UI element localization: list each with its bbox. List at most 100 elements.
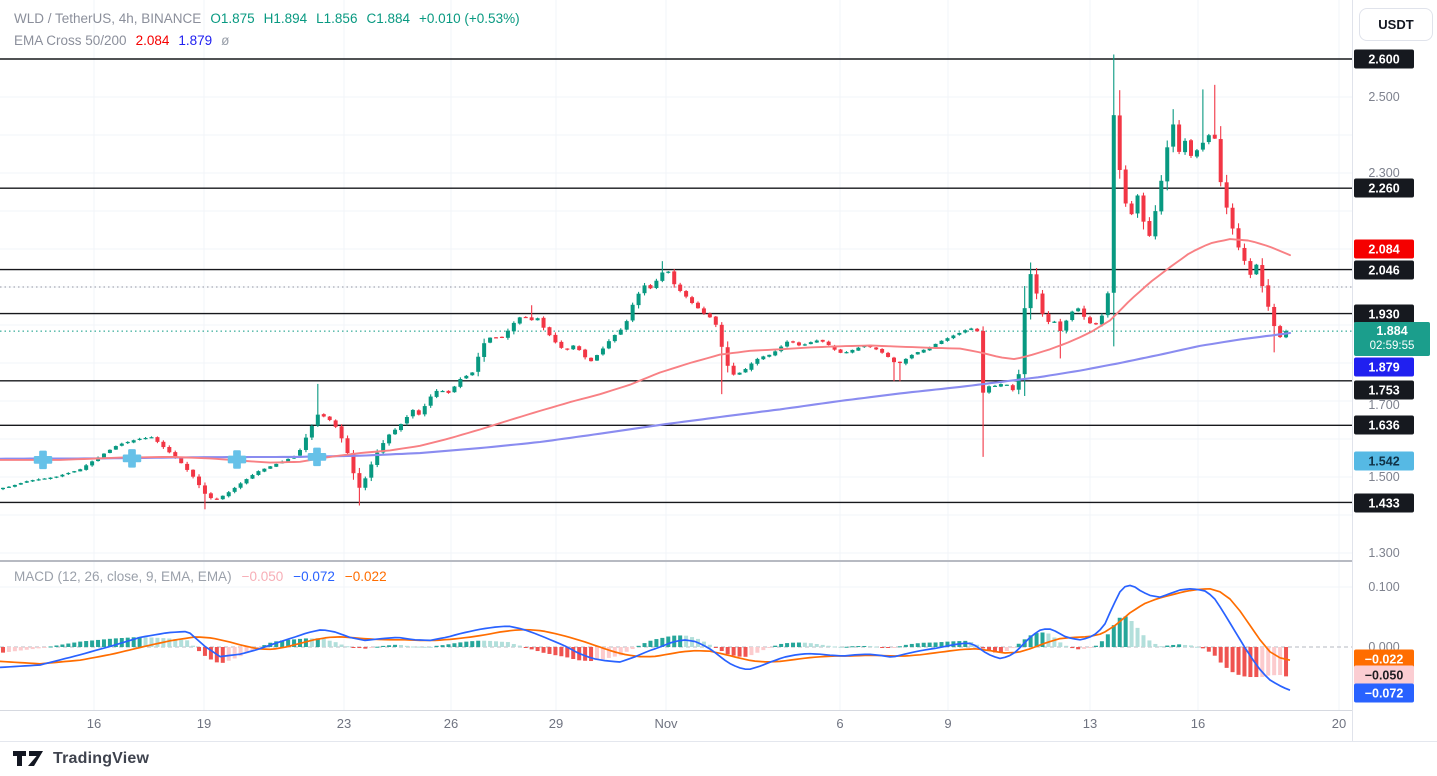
candle-body (363, 478, 368, 488)
macd-histogram-bar (707, 644, 712, 647)
price-axis-label--0.072: −0.072 (1354, 683, 1414, 703)
tradingview-brand-text: TradingView (53, 749, 150, 767)
candle-body (24, 481, 29, 483)
macd-histogram-bar (470, 641, 475, 647)
symbol-legend-row[interactable]: WLD / TetherUS, 4h, BINANCE O1.875 H1.89… (14, 8, 520, 30)
macd-histogram-bar (761, 647, 766, 651)
macd-histogram-bar (523, 647, 528, 648)
price-axis-label-1.753: 1.753 (1354, 380, 1414, 400)
macd-main-line[interactable] (0, 584, 1291, 691)
macd-histogram-bar (945, 641, 950, 647)
chart-canvas[interactable] (0, 0, 1352, 776)
ema-legend-row[interactable]: EMA Cross 50/200 2.084 1.879 ø (14, 30, 520, 52)
macd-histogram-bar (1016, 643, 1021, 647)
macd-histogram-bar (660, 637, 665, 647)
price-axis-label--0.022: −0.022 (1354, 649, 1414, 669)
candle-body (559, 341, 564, 348)
macd-histogram-bar (541, 647, 546, 653)
candle-body (583, 349, 588, 358)
price-axis-label--0.050: −0.050 (1354, 665, 1414, 685)
macd-legend-row[interactable]: MACD (12, 26, close, 9, EMA, EMA) −0.050… (14, 569, 387, 584)
macd-histogram-bar (1189, 645, 1193, 647)
tradingview-attribution[interactable]: TradingView (12, 749, 149, 768)
candle-body (719, 324, 724, 347)
macd-histogram-bar (309, 638, 314, 647)
macd-histogram-bar (559, 647, 564, 657)
macd-histogram-bar (499, 641, 504, 647)
macd-histogram-bar (1105, 634, 1110, 647)
macd-histogram-bar (351, 647, 356, 648)
macd-histogram-bar (773, 645, 778, 647)
price-axis-label-1.500: 1.500 (1368, 470, 1400, 484)
macd-histogram-bar (713, 647, 718, 648)
candle-body (54, 476, 59, 478)
ema50-line[interactable] (0, 238, 1291, 464)
macd-histogram-bar (137, 636, 142, 647)
candle-body (1123, 169, 1128, 204)
macd-histogram-bar (1010, 647, 1015, 649)
macd-histogram-bar (636, 645, 641, 647)
candle-body (197, 476, 202, 486)
candle-body (695, 302, 700, 309)
macd-histogram-bar (1082, 647, 1087, 649)
candle-body (1141, 195, 1146, 222)
candle-body (398, 424, 403, 431)
ema200-line[interactable] (0, 331, 1292, 460)
macd-histogram-bar (600, 647, 605, 660)
candle-body (541, 317, 546, 328)
time-axis-label-16: 16 (1190, 716, 1206, 731)
macd-histogram-bar (1194, 646, 1199, 648)
macd-histogram-bar (6, 647, 11, 652)
macd-histogram-bar (743, 647, 748, 657)
macd-histogram-bar (755, 647, 760, 653)
macd-histogram-bar (262, 645, 267, 647)
candle-body (185, 463, 190, 470)
candle-body (553, 334, 558, 343)
macd-histogram-bar (440, 645, 445, 647)
macd-histogram-bar (1076, 647, 1081, 650)
candle-body (149, 437, 154, 439)
candle-body (161, 441, 166, 448)
pane-separator[interactable] (0, 560, 1437, 562)
candle-body (262, 468, 267, 472)
macd-histogram-bar (690, 637, 695, 647)
candle-body (18, 483, 23, 485)
macd-histogram-bar (167, 638, 172, 647)
ema-cross-marker (307, 447, 327, 467)
macd-histogram-bar (220, 647, 225, 663)
candle-body (707, 313, 712, 318)
ohlc-close: C1.884 (366, 11, 410, 26)
macd-histogram-bar (939, 642, 944, 647)
macd-histogram-bar (511, 644, 516, 647)
macd-histogram-bar (476, 640, 481, 647)
time-axis[interactable]: 16 19 23 26 29 Nov 6 9 13 16 20 (0, 711, 1352, 741)
candle-body (743, 369, 748, 373)
candle-body (915, 352, 920, 355)
macd-indicator-title: MACD (12, 26, close, 9, EMA, EMA) (14, 569, 232, 584)
candle-body (987, 386, 992, 393)
candle-body (600, 348, 605, 355)
candle-body (1266, 285, 1271, 307)
macd-histogram-bar (1129, 621, 1134, 647)
candle-body (618, 329, 623, 335)
candle-body (529, 317, 534, 321)
candle-body (820, 339, 825, 342)
candle-body (678, 284, 683, 291)
price-axis-label-2.046: 2.046 (1354, 260, 1414, 280)
candle-body (226, 492, 231, 497)
candle-body (333, 420, 338, 427)
currency-toggle-button[interactable]: USDT (1359, 8, 1433, 41)
candle-body (173, 452, 178, 458)
candle-body (535, 318, 540, 321)
macd-histogram-bar (280, 640, 285, 647)
macd-histogram-bar (125, 637, 130, 647)
candle-body (808, 342, 813, 345)
macd-histogram-bar (1135, 627, 1140, 647)
macd-histogram-bar (78, 641, 83, 647)
macd-signal-line[interactable] (0, 587, 1291, 665)
macd-histogram-bar (654, 639, 659, 647)
candle-body (404, 417, 409, 424)
candle-body (690, 297, 695, 303)
price-axis[interactable]: 2.600 2.500 2.300 2.260 2.084 2.046 1.930 1.884… (1352, 0, 1437, 741)
